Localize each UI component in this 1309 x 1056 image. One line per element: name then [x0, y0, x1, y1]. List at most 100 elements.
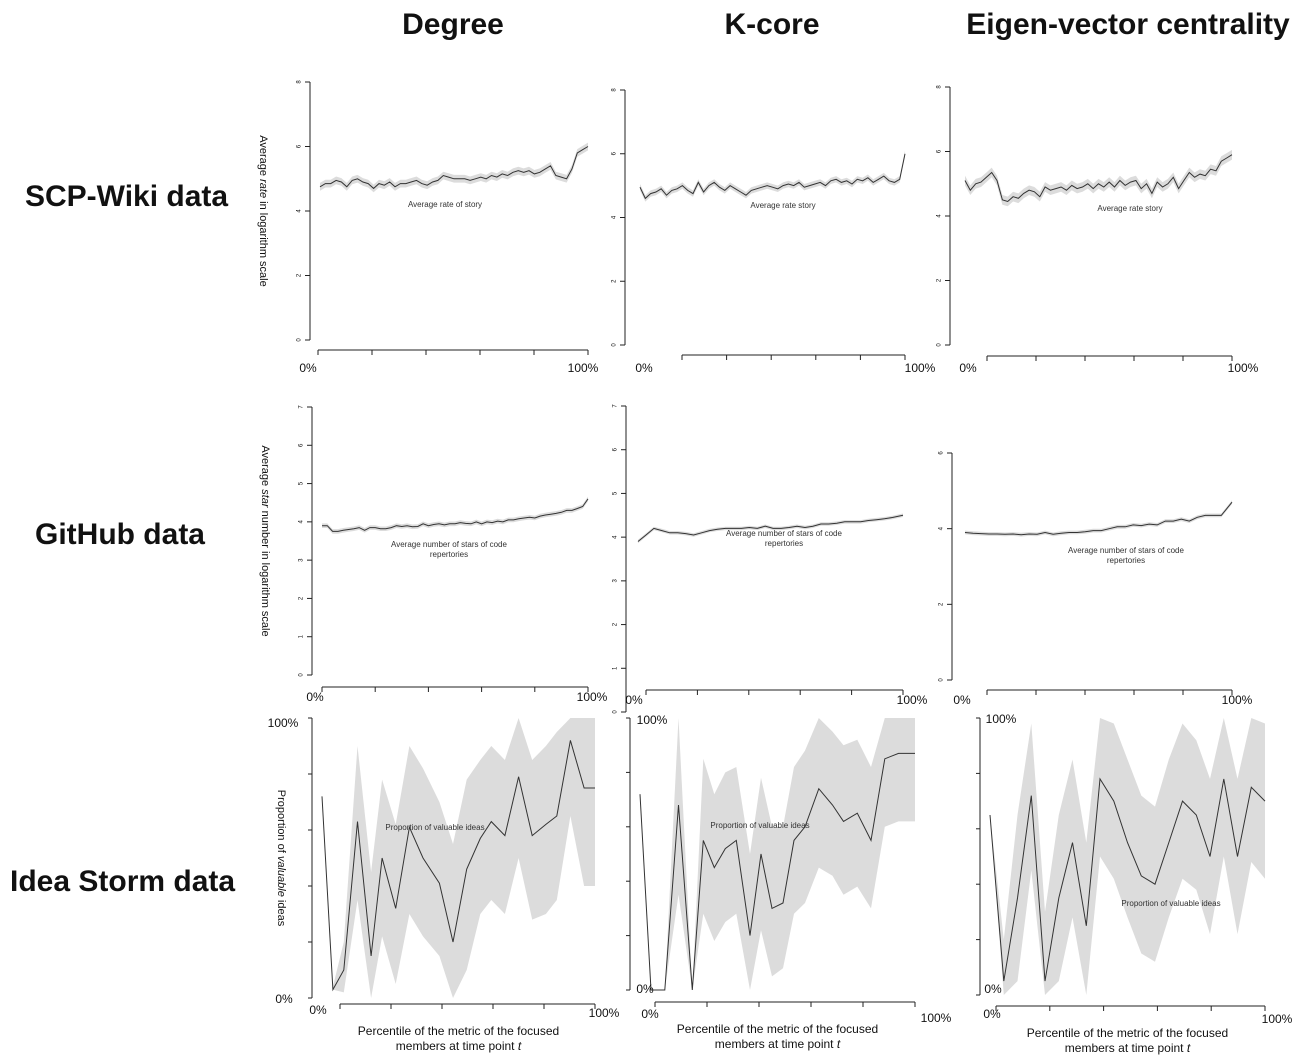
x-tick-label-start: 0% — [306, 690, 324, 704]
x-tick-label-end: 100% — [921, 1011, 952, 1025]
x-tick-label-end: 100% — [1228, 361, 1259, 375]
x-axis-label-variable: t — [518, 1039, 522, 1053]
y-tick-label: 0 — [937, 343, 943, 347]
x-axis-label-line-2: members at time point t — [396, 1039, 522, 1053]
y-tick-label-min: 0% — [275, 992, 293, 1006]
confidence-band — [322, 718, 595, 998]
x-tick-label-start: 0% — [641, 1007, 659, 1021]
y-tick-label-min: 0% — [984, 982, 1002, 996]
x-axis-label-variable: t — [837, 1037, 841, 1051]
y-tick-label: 4 — [299, 520, 305, 524]
annotation: Average rate story — [750, 201, 815, 210]
series-line — [319, 146, 589, 190]
series-line — [322, 498, 589, 532]
x-axis-label-line-1: Percentile of the metric of the focused — [677, 1022, 878, 1036]
series-line — [964, 501, 1233, 536]
chart-panel-2-0: 100% 0% 0% 100% Proportion of valuable ideas… — [268, 716, 620, 1053]
y-axis-label-word: logarithm — [257, 210, 269, 258]
annotation-line-2: repertories — [1107, 556, 1145, 565]
confidence-band — [965, 500, 1232, 537]
column-title-degree: Degree — [402, 8, 504, 41]
row-title-scp-wiki: SCP-Wiki data — [25, 180, 229, 213]
y-tick-label: 0 — [612, 343, 618, 347]
row-title-idea-storm: Idea Storm data — [10, 865, 236, 898]
y-axis-label-word: Average — [257, 135, 269, 176]
annotation: Proportion of valuable ideas — [1121, 899, 1220, 908]
y-tick-label: 2 — [612, 279, 618, 283]
chart-panel-2-1: 100% 0% 0% 100% Proportion of valuable ideas… — [626, 713, 952, 1051]
y-axis-label-word: in — [257, 198, 269, 210]
x-tick-label-end: 100% — [897, 693, 928, 707]
y-axis-label-word: scale — [259, 608, 271, 637]
y-tick-label: 2 — [939, 602, 945, 606]
y-tick-label: 0 — [939, 678, 945, 682]
y-tick-label: 6 — [939, 451, 945, 455]
y-tick-label: 1 — [299, 634, 305, 638]
y-axis-label-word: Proportion — [275, 790, 287, 841]
chart-panel-1-0: 0 1 2 3 4 5 6 7 0% 100% Average star number in log… — [259, 405, 608, 704]
y-axis-label-word: scale — [257, 258, 269, 287]
y-tick-label: 7 — [299, 405, 305, 409]
annotation: Proportion of valuable ideas — [385, 823, 484, 832]
y-tick-label: 6 — [297, 144, 303, 148]
confidence-band — [990, 718, 1265, 995]
x-tick-label-end: 100% — [568, 361, 599, 375]
x-tick-label-end: 100% — [589, 1006, 620, 1020]
x-axis-label-text: members at time point — [1065, 1041, 1187, 1055]
y-tick-label-min: 0% — [636, 982, 654, 996]
annotation-line-1: Average number of stars of code — [391, 540, 507, 549]
chart-panel-0-2: 0 2 4 6 8 0% 100% Average rate story — [937, 85, 1259, 375]
x-tick-label-end: 100% — [1222, 693, 1253, 707]
series-line — [639, 153, 906, 200]
y-axis-label-word: number — [259, 508, 271, 549]
column-title-k-core: K-core — [724, 8, 820, 41]
x-axis-label-text: members at time point — [396, 1039, 518, 1053]
y-tick-label: 2 — [297, 273, 303, 277]
y-tick-label: 5 — [299, 481, 305, 485]
y-tick-label: 5 — [613, 491, 619, 495]
y-tick-label: 8 — [937, 85, 943, 89]
series-line — [321, 740, 595, 992]
x-tick-label-start: 0% — [299, 361, 317, 375]
series-line — [637, 514, 904, 542]
x-tick-label-end: 100% — [905, 361, 936, 375]
y-tick-label-max: 100% — [637, 713, 668, 727]
y-tick-label: 6 — [613, 447, 619, 451]
confidence-band — [640, 718, 915, 990]
x-tick-label-start: 0% — [959, 361, 977, 375]
y-tick-label: 4 — [297, 209, 303, 213]
chart-panel-2-2: 100% 0% 0% 100% Proportion of valuable ideas… — [976, 712, 1293, 1055]
x-tick-label-start: 0% — [983, 1007, 1001, 1021]
annotation: Proportion of valuable ideas — [710, 821, 809, 830]
row-title-github: GitHub data — [35, 518, 205, 551]
confidence-band — [638, 513, 903, 544]
y-axis-label-word: Average — [259, 445, 271, 486]
y-tick-label: 4 — [939, 526, 945, 530]
x-tick-label-start: 0% — [309, 1003, 327, 1017]
x-tick-label-start: 0% — [953, 693, 971, 707]
y-axis-label-word: rate — [257, 176, 269, 198]
y-tick-label: 3 — [613, 579, 619, 583]
x-axis-label-line-1: Percentile of the metric of the focused — [358, 1024, 559, 1038]
x-axis-label-text: members at time point — [715, 1037, 837, 1051]
annotation-line-2: repertories — [765, 539, 803, 548]
confidence-band — [322, 496, 588, 534]
y-tick-label: 6 — [612, 151, 618, 155]
x-axis-label-variable: t — [1187, 1041, 1191, 1055]
y-axis-label-word: in — [259, 548, 271, 560]
y-tick-label: 1 — [613, 666, 619, 670]
x-axis-label-line-1: Percentile of the metric of the focused — [1027, 1026, 1228, 1040]
x-tick-label-end: 100% — [577, 690, 608, 704]
column-title-eigenvector-centrality: Eigen-vector centrality — [966, 8, 1290, 41]
annotation: Average rate of story — [408, 200, 482, 209]
x-tick-label-start: 0% — [635, 361, 653, 375]
y-tick-label: 4 — [612, 215, 618, 219]
annotation: Average rate story — [1097, 204, 1162, 213]
y-tick-label: 6 — [299, 443, 305, 447]
y-tick-label: 2 — [937, 278, 943, 282]
y-tick-label: 8 — [297, 80, 303, 84]
y-axis-label-word: ideas — [275, 897, 287, 927]
annotation-line-2: repertories — [430, 550, 468, 559]
chart-panel-1-1: 0 1 2 3 4 5 6 7 0% 100% Average number of stars of… — [613, 404, 928, 714]
x-tick-label-end: 100% — [1262, 1012, 1293, 1026]
